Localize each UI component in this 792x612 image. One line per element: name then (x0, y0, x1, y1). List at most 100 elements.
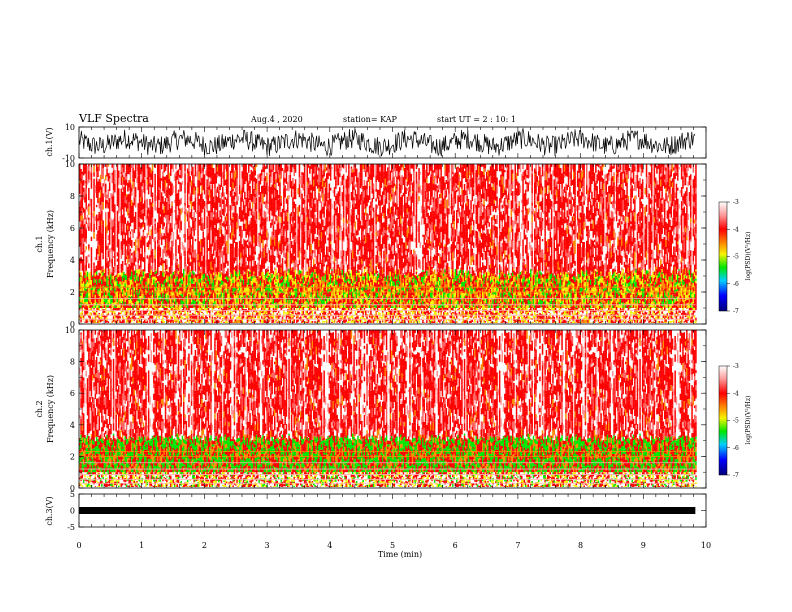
spectrogram-cell (98, 251, 100, 257)
spectrogram-cell (283, 291, 285, 294)
spectrogram-cell (285, 251, 288, 258)
spectrogram-cell (279, 255, 281, 263)
spectrogram-cell (162, 272, 164, 277)
spectrogram-cell (159, 294, 162, 298)
spectrogram-cell (150, 293, 152, 297)
spectrogram-cell (128, 316, 130, 319)
spectrogram-cell (121, 238, 124, 244)
spectrogram-cell (232, 277, 234, 280)
spectrogram-cell (288, 317, 290, 319)
spectrogram-cell (101, 293, 103, 298)
spectrogram-cell (150, 173, 152, 180)
spectrogram-cell (124, 196, 126, 199)
spectrogram-cell (153, 255, 155, 263)
spectrogram-cell (224, 237, 227, 244)
spectrogram-cell (244, 272, 246, 275)
spectrogram-cell (79, 263, 81, 267)
spectrogram-cell (144, 299, 146, 304)
spectrogram-cell (142, 305, 145, 308)
spectrogram-cell (177, 201, 180, 208)
spectrogram-cell (231, 223, 233, 233)
spectrogram-cell (185, 289, 188, 294)
spectrogram-cell (116, 296, 119, 299)
spectrogram-cell (209, 282, 211, 286)
spectrogram-cell (280, 320, 282, 323)
spectrogram-cell (157, 304, 159, 308)
spectrogram-cell (137, 273, 139, 277)
spectrogram-cell (258, 174, 260, 179)
spectrogram-cell (279, 278, 281, 284)
spectrogram-cell (90, 297, 93, 303)
spectrogram-cell (264, 287, 267, 293)
spectrogram-cell (271, 219, 273, 226)
spectrogram-cell (111, 208, 113, 212)
spectrogram-cell (116, 308, 119, 311)
spectrogram-cell (210, 261, 212, 270)
spectrogram-cell (205, 170, 207, 175)
spectrogram-cell (206, 216, 208, 224)
spectrogram-cell (211, 197, 214, 204)
spectrogram-cell (155, 278, 158, 281)
spectrogram-cell (272, 286, 275, 291)
spectrogram-cell (97, 237, 99, 241)
spectrogram-cell (89, 316, 91, 320)
spectrogram-cell (120, 288, 123, 293)
spectrogram-cell (129, 276, 132, 280)
spectrogram-cell (235, 218, 237, 227)
spectrogram-cell (287, 245, 289, 252)
date-label: Aug.4 , 2020 (250, 115, 303, 124)
spectrogram-cell (164, 247, 167, 257)
spectrogram-cell (225, 279, 228, 284)
spectrogram-cell (138, 214, 141, 218)
spectrogram-cell (242, 201, 245, 204)
spectrogram-cell (249, 174, 251, 178)
spectrogram-cell (283, 297, 285, 302)
spectrogram-cell (233, 237, 236, 243)
spectrogram-cell (166, 201, 168, 211)
spectrogram-cell (175, 239, 177, 247)
spectrogram-cell (186, 200, 189, 208)
spectrogram-cell (123, 320, 125, 323)
spectrogram-cell (219, 167, 221, 177)
spectrogram-cell (225, 271, 228, 276)
spectrogram-cell (215, 189, 217, 196)
spectrogram-cell (124, 274, 126, 275)
spectrogram-cell (241, 244, 243, 252)
spectrogram-cell (235, 215, 237, 219)
spectrogram-cell (263, 185, 266, 188)
spectrogram-cell (249, 314, 251, 318)
spectrogram-cell (209, 305, 211, 308)
spectrogram-cell (224, 221, 227, 225)
spectrogram-cell (251, 246, 254, 250)
spectrogram-cell (290, 312, 293, 314)
spectrogram-cell (137, 217, 139, 220)
spectrogram-cell (175, 310, 177, 312)
spectrogram-cell (164, 311, 167, 315)
spectrogram-cell (172, 279, 175, 284)
spectrogram-cell (281, 226, 284, 232)
spectrogram-cell (154, 319, 156, 323)
spectrogram-cell (199, 244, 202, 249)
spectrogram-cell (232, 172, 234, 179)
spectrogram-cell (279, 276, 281, 279)
spectrogram-cell (157, 207, 159, 214)
spectrogram-cell (166, 310, 168, 313)
spectrogram-cell (236, 289, 238, 294)
spectrogram-cell (157, 232, 159, 240)
spectrogram-cell (283, 239, 285, 248)
spectrogram-cell (275, 319, 277, 322)
spectrogram-cell (186, 312, 189, 315)
spectrogram-cell (179, 290, 181, 295)
spectrogram-cell (276, 313, 279, 316)
spectrogram-cell (111, 164, 113, 168)
spectrogram-cell (95, 271, 98, 275)
spectrogram-cell (92, 285, 94, 290)
spectrogram-cell (194, 164, 197, 170)
spectrogram-cell (177, 308, 180, 310)
spectrogram-cell (193, 304, 195, 308)
spectrogram-cell (106, 168, 108, 177)
spectrogram-cell (121, 306, 124, 308)
spectrogram-cell (253, 256, 255, 261)
spectrogram-cell (144, 289, 146, 293)
spectrogram-cell (248, 290, 250, 296)
